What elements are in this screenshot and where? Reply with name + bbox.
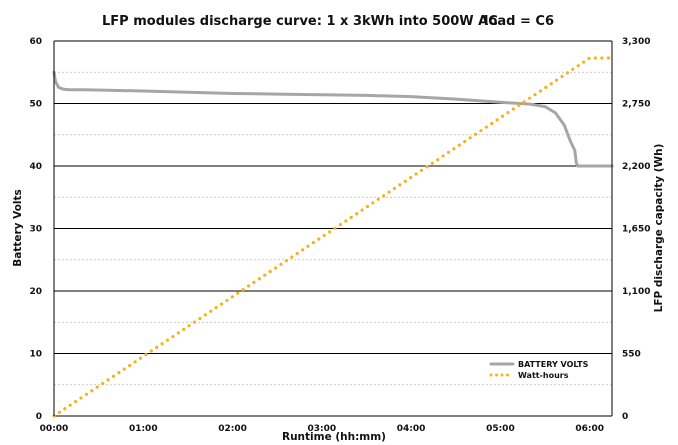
y-left-tick-label: 60 [29, 37, 42, 47]
y-left-tick-label: 10 [29, 350, 42, 360]
legend-label: Watt-hours [518, 371, 569, 380]
plot-area [52, 56, 614, 418]
x-tick-label: 04:00 [397, 424, 426, 434]
legend: BATTERY VOLTS Watt-hours [489, 360, 589, 380]
series-line-battery-volts [52, 70, 614, 168]
y-right-tick-label: 3,300 [622, 37, 650, 47]
x-tick-label: 02:00 [218, 424, 247, 434]
x-tick-label: 00:00 [40, 424, 69, 434]
x-tick-label: 05:00 [486, 424, 515, 434]
grid-lines [54, 40, 612, 417]
x-tick-label: 01:00 [129, 424, 158, 434]
chart-subtitle: load = C6 [484, 14, 554, 29]
legend-label: BATTERY VOLTS [518, 360, 589, 369]
y-left-tick-label: 30 [29, 225, 42, 235]
x-tick-label: 03:00 [308, 424, 337, 434]
chart-title: LFP modules discharge curve: 1 x 3kWh in… [102, 14, 498, 29]
y-right-tick-label: 1,100 [622, 287, 650, 297]
y-right-tick-label: 1,650 [622, 225, 650, 235]
y-right-tick-label: 2,200 [622, 162, 650, 172]
y-left-tick-label: 0 [36, 412, 42, 422]
y-left-tick-label: 20 [29, 287, 42, 297]
y-right-tick-label: 0 [622, 412, 628, 422]
y-left-tick-label: 40 [29, 162, 42, 172]
y-right-tick-label: 2,750 [622, 100, 650, 110]
y-axis-left-label: Battery Volts [12, 189, 24, 267]
x-tick-label: 06:00 [575, 424, 604, 434]
series-line-watt-hours [52, 56, 614, 418]
y-axis-right-label: LFP discharge capacity (Wh) [653, 144, 665, 313]
y-right-tick-label: 550 [622, 350, 641, 360]
axes: 0 10 20 30 40 50 60 0 550 1,100 1,650 2,200 2,750 3,3… [29, 37, 650, 434]
y-left-tick-label: 50 [29, 100, 42, 110]
x-axis-label: Runtime (hh:mm) [282, 431, 386, 443]
